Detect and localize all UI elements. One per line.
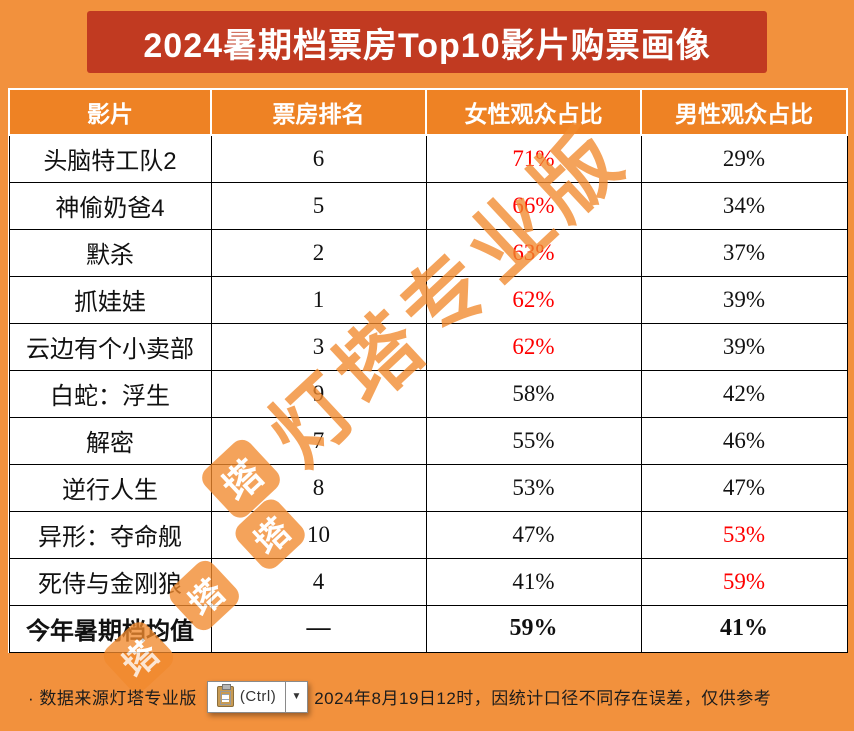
female-share-cell: 58% xyxy=(425,369,642,418)
footer-source-text: · 数据来源灯塔专业版 xyxy=(28,689,197,708)
rank-cell: 5 xyxy=(210,181,427,230)
female-share-cell: 63% xyxy=(425,228,642,277)
rank-cell: 1 xyxy=(210,275,427,324)
male-share-cell: 53% xyxy=(640,510,848,559)
chevron-down-icon: ▼ xyxy=(291,691,302,702)
film-cell: 头脑特工队2 xyxy=(8,134,212,183)
paste-options-popup[interactable]: (Ctrl) ▼ xyxy=(206,680,309,713)
rank-cell: 4 xyxy=(210,557,427,606)
table-row: 神偷奶爸4 5 66% 34% xyxy=(8,181,848,230)
female-share-cell: 62% xyxy=(425,275,642,324)
female-share-cell: 55% xyxy=(425,416,642,465)
film-cell: 云边有个小卖部 xyxy=(8,322,212,371)
rank-cell: 3 xyxy=(210,322,427,371)
rank-cell: 10 xyxy=(210,510,427,559)
male-share-cell: 39% xyxy=(640,322,848,371)
rank-cell: 6 xyxy=(210,134,427,183)
female-share-cell: 41% xyxy=(425,557,642,606)
footer-note: · 数据来源灯塔专业版 (Ctrl) ▼ 2024年8月19日12时，因统计口径… xyxy=(0,662,854,731)
paste-options-label: (Ctrl) xyxy=(239,688,277,705)
clipboard-icon xyxy=(216,684,234,707)
female-share-cell: 71% xyxy=(425,134,642,183)
table-row: 解密 7 55% 46% xyxy=(8,416,848,465)
male-share-cell: 59% xyxy=(640,557,848,606)
table-header-row: 影片 票房排名 女性观众占比 男性观众占比 xyxy=(8,88,848,136)
male-share-cell: 46% xyxy=(640,416,848,465)
page-title: 2024暑期档票房Top10影片购票画像 xyxy=(143,26,711,65)
film-cell: 异形：夺命舰 xyxy=(8,510,212,559)
rank-cell: 7 xyxy=(210,416,427,465)
film-cell: 抓娃娃 xyxy=(8,275,212,324)
footer-disclaimer-text: 2024年8月19日12时，因统计口径不同存在误差，仅供参考 xyxy=(314,689,772,708)
male-share-cell: 47% xyxy=(640,463,848,512)
rank-cell: — xyxy=(210,604,427,653)
male-share-cell: 29% xyxy=(640,134,848,183)
table-body: 头脑特工队2 6 71% 29% 神偷奶爸4 5 66% 34% 默杀 2 63% 37% 抓娃娃 1 62… xyxy=(8,134,848,653)
header-female: 女性观众占比 xyxy=(425,88,642,136)
film-cell: 今年暑期档均值 xyxy=(8,604,212,653)
male-share-cell: 37% xyxy=(640,228,848,277)
rank-cell: 2 xyxy=(210,228,427,277)
film-cell: 白蛇：浮生 xyxy=(8,369,212,418)
header-male: 男性观众占比 xyxy=(640,88,848,136)
film-cell: 神偷奶爸4 xyxy=(8,181,212,230)
table-row: 抓娃娃 1 62% 39% xyxy=(8,275,848,324)
male-share-cell: 34% xyxy=(640,181,848,230)
header-rank: 票房排名 xyxy=(210,88,427,136)
table-row: 默杀 2 63% 37% xyxy=(8,228,848,277)
table-row: 逆行人生 8 53% 47% xyxy=(8,463,848,512)
table-row: 白蛇：浮生 9 58% 42% xyxy=(8,369,848,418)
title-bar: 2024暑期档票房Top10影片购票画像 xyxy=(87,11,767,73)
film-cell: 解密 xyxy=(8,416,212,465)
film-cell: 默杀 xyxy=(8,228,212,277)
male-share-cell: 42% xyxy=(640,369,848,418)
female-share-cell: 62% xyxy=(425,322,642,371)
paste-options-button[interactable]: (Ctrl) xyxy=(208,682,285,712)
rank-cell: 9 xyxy=(210,369,427,418)
header-film: 影片 xyxy=(8,88,212,136)
female-share-cell: 47% xyxy=(425,510,642,559)
rank-cell: 8 xyxy=(210,463,427,512)
female-share-cell: 66% xyxy=(425,181,642,230)
female-share-cell: 53% xyxy=(425,463,642,512)
film-cell: 逆行人生 xyxy=(8,463,212,512)
female-share-cell: 59% xyxy=(425,604,642,653)
table-row: 头脑特工队2 6 71% 29% xyxy=(8,134,848,183)
male-share-cell: 39% xyxy=(640,275,848,324)
table-row: 今年暑期档均值 —59% 41% xyxy=(8,604,848,653)
box-office-table: 影片 票房排名 女性观众占比 男性观众占比 头脑特工队2 6 71% 29% 神偷奶爸4… xyxy=(8,88,848,653)
table-row: 云边有个小卖部 3 62% 39% xyxy=(8,322,848,371)
paste-options-dropdown-button[interactable]: ▼ xyxy=(285,681,308,712)
table-row: 死侍与金刚狼 4 41% 59% xyxy=(8,557,848,606)
film-cell: 死侍与金刚狼 xyxy=(8,557,212,606)
male-share-cell: 41% xyxy=(640,604,848,653)
table-row: 异形：夺命舰 10 47% 53% xyxy=(8,510,848,559)
